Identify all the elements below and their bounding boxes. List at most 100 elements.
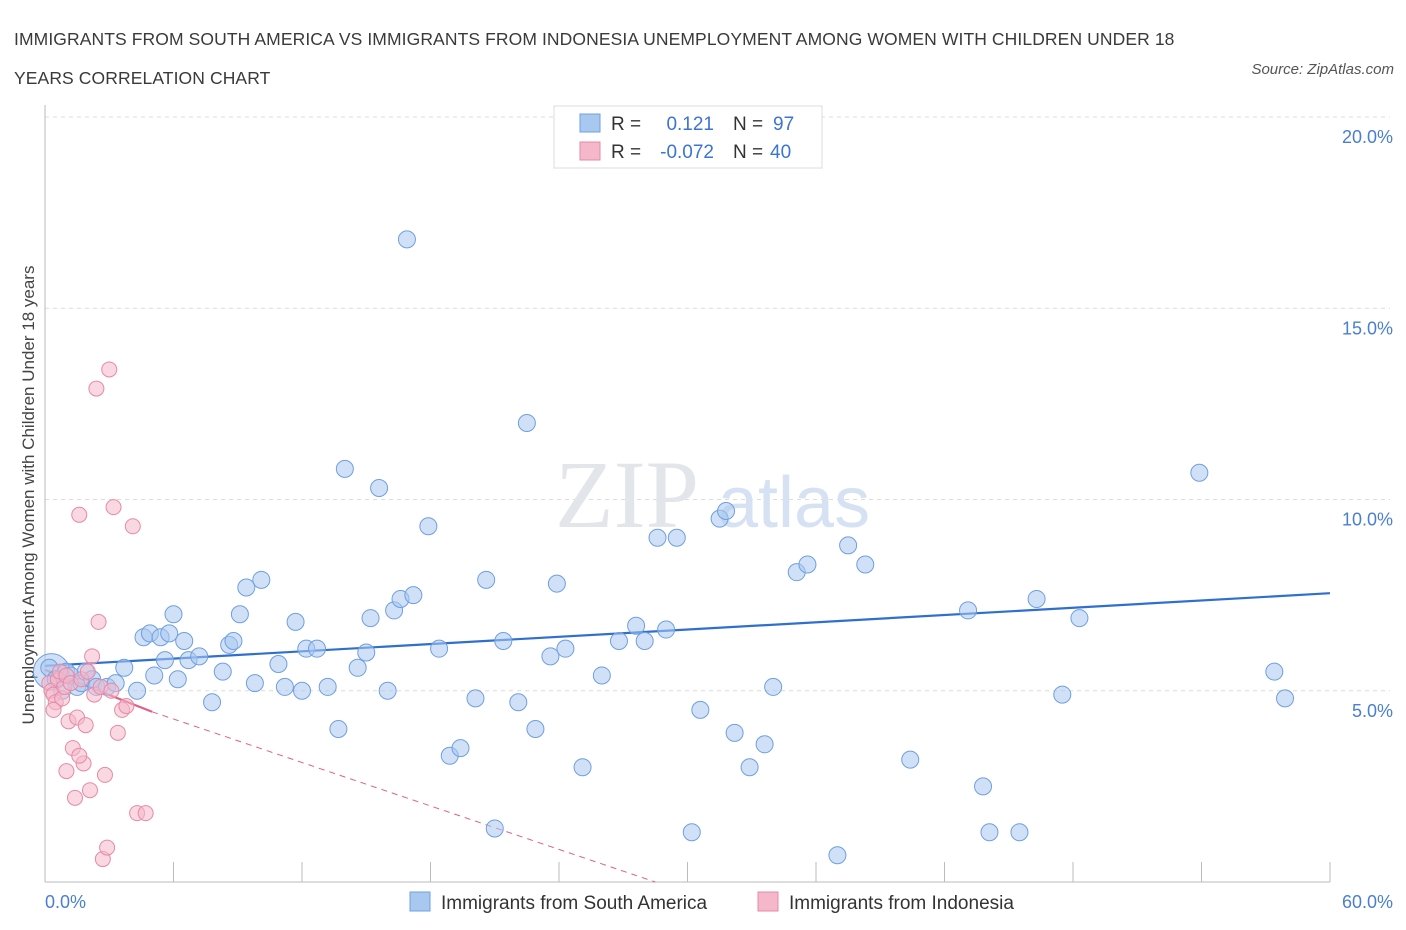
bottom-legend: Immigrants from South America Immigrants… [409,891,1014,914]
point-south-america [509,693,528,712]
point-south-america [556,639,575,658]
point-south-america [203,693,222,712]
y-tick-label: 20.0% [1342,127,1393,147]
trendline-south-america [44,592,1331,667]
legend-swatch-indonesia [579,141,601,161]
point-south-america [164,605,183,624]
point-indonesia [137,805,154,822]
point-south-america [175,632,194,651]
point-south-america [517,414,536,432]
point-south-america [657,620,676,639]
bottom-legend-label-south-america: Immigrants from South America [441,893,708,914]
point-south-america [755,735,774,754]
point-south-america [370,479,389,498]
y-tick-label: 10.0% [1342,510,1393,530]
point-south-america [1010,823,1029,842]
point-south-america [667,528,686,547]
point-south-america [160,624,179,643]
point-south-america [307,639,326,658]
point-south-america [1053,685,1072,704]
point-south-america [485,819,504,838]
point-south-america [974,777,993,796]
point-indonesia [71,506,88,523]
y-tick-label: 15.0% [1342,318,1393,338]
point-south-america [856,555,875,574]
series-south-america [32,230,1295,865]
point-south-america [293,681,311,700]
point-south-america [404,586,423,605]
point-indonesia [81,782,98,799]
point-indonesia [103,682,120,699]
point-south-america [357,643,376,662]
point-south-america [635,632,654,651]
point-indonesia [96,766,113,783]
point-south-america [592,666,611,685]
point-south-america [901,750,920,769]
point-indonesia [101,361,118,378]
point-indonesia [77,717,94,734]
point-indonesia [124,518,141,535]
bottom-legend-swatch-south-america [409,891,431,912]
point-south-america [725,723,744,742]
legend: R = 0.121 N = 97 R = -0.072 N = 40 [553,105,823,169]
legend-r-label: R = [611,114,641,135]
point-south-america [541,647,560,666]
point-south-america [691,700,710,719]
point-south-america [1276,689,1295,708]
point-indonesia [66,789,83,806]
point-south-america [494,632,513,651]
trendline-indonesia-dashed [151,711,656,883]
point-south-america [466,689,485,708]
point-south-america [155,651,174,670]
point-south-america [959,601,978,620]
point-south-america [115,658,134,677]
point-south-america [1027,589,1046,608]
x-ticks [173,862,1331,882]
point-indonesia [105,499,122,516]
bottom-legend-swatch-indonesia [757,891,779,912]
point-indonesia [58,763,75,780]
point-south-america [397,230,416,249]
point-south-america [378,681,397,700]
point-south-america [1190,463,1209,482]
point-south-america [275,677,294,696]
x-tick-label: 0.0% [45,892,86,912]
grid [45,116,1390,692]
point-south-america [128,681,147,700]
point-south-america [526,720,545,738]
point-south-america [451,739,470,758]
point-south-america [335,459,354,478]
legend-n-value: 97 [773,114,794,135]
point-indonesia [109,724,126,741]
watermark: ZIP atlas [555,441,870,548]
point-south-america [230,605,249,624]
point-south-america [213,662,232,681]
point-south-america [224,632,243,651]
point-south-america [798,555,817,574]
source-label: Source: ZipAtlas.com [1251,61,1394,78]
point-indonesia [90,613,107,630]
point-south-america [717,501,736,520]
point-south-america [573,758,592,777]
x-tick-labels: 0.0% 60.0% [45,892,1393,912]
legend-r-value: -0.072 [660,142,714,163]
point-indonesia [71,747,88,764]
legend-n-label: N = [733,114,763,135]
point-south-america [430,639,449,658]
point-south-america [980,823,999,842]
point-indonesia [45,701,62,718]
legend-swatch-south-america [579,113,601,133]
point-south-america [609,632,628,651]
point-south-america [269,654,288,673]
point-south-america [361,609,380,628]
point-south-america [1070,609,1089,628]
legend-n-value: 40 [770,142,791,163]
point-south-america [547,574,566,593]
point-indonesia [118,698,135,715]
point-south-america [190,647,209,666]
legend-r-label: R = [611,142,641,163]
point-indonesia [99,839,116,856]
series-indonesia [41,361,154,868]
point-indonesia [84,648,101,665]
